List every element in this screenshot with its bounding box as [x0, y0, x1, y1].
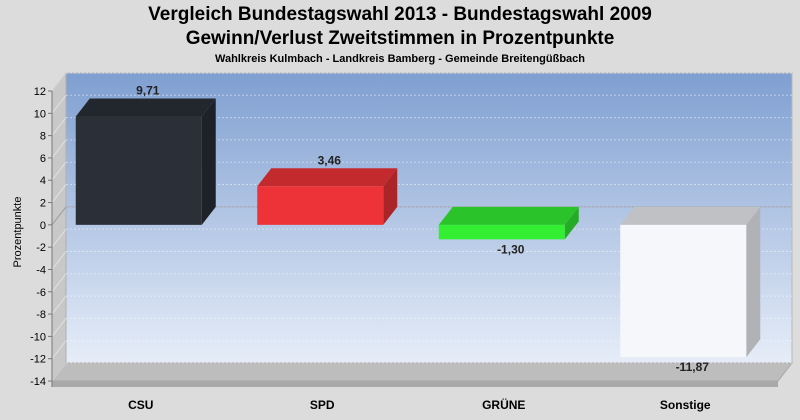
bar-front — [438, 224, 565, 240]
chart-subtitle: Gewinn/Verlust Zweitstimmen in Prozentpu… — [185, 28, 615, 49]
grid-line-side — [51, 72, 67, 92]
bar-sonstige: -11,87 — [620, 206, 761, 374]
x-tick-label: SPD — [310, 398, 335, 412]
chart-subtitle-region: Wahlkreis Kulmbach - Landkreis Bamberg -… — [214, 53, 585, 65]
grid-line-side — [51, 161, 67, 181]
bar-csu: 9,71 — [75, 84, 216, 225]
y-tick-label: 8 — [40, 131, 46, 143]
grid-line-side — [51, 139, 67, 159]
bar-top — [438, 206, 579, 225]
bar-top — [257, 168, 398, 187]
bar-value-label: -11,87 — [676, 360, 710, 374]
y-tick-label: -12 — [30, 354, 46, 366]
bar-front — [257, 186, 384, 225]
zero-line-side — [51, 206, 67, 226]
y-tick-label: -6 — [36, 287, 46, 299]
plot-side-wall — [51, 71, 67, 383]
bar-value-label: 9,71 — [136, 84, 160, 98]
grid-line-side — [51, 362, 67, 382]
grid-line-side — [51, 117, 67, 136]
bar-grüne: -1,30 — [438, 206, 579, 256]
bar-value-label: 3,46 — [318, 153, 342, 167]
bar-side — [383, 168, 398, 225]
grid-line-side — [51, 95, 67, 114]
y-tick-label: 6 — [40, 153, 46, 165]
grid-line-side — [51, 228, 67, 248]
bar-side — [564, 206, 579, 240]
y-tick-label: 2 — [40, 198, 46, 210]
y-tick-label: 12 — [34, 86, 46, 98]
grid-line-side — [51, 295, 67, 315]
bar-side — [746, 206, 761, 358]
bar-value-label: -1,30 — [497, 242, 525, 256]
grid-line-side — [51, 251, 67, 270]
bar-top — [620, 206, 761, 225]
y-tick-label: -4 — [36, 264, 46, 276]
bar-side — [201, 98, 216, 225]
bar-front — [620, 224, 747, 358]
bar-spd: 3,46 — [257, 153, 398, 225]
y-tick-label: 4 — [40, 175, 46, 187]
grid-line-side — [51, 340, 67, 359]
y-tick-label: -10 — [30, 331, 46, 343]
y-tick-label: 0 — [40, 220, 46, 232]
y-tick-label: -14 — [30, 376, 46, 388]
x-tick-label: GRÜNE — [482, 397, 525, 412]
grid-line-side — [51, 273, 67, 293]
grid-line-side — [51, 318, 67, 337]
plot-floor-edge — [52, 381, 778, 387]
chart-title: Vergleich Bundestagswahl 2013 - Bundesta… — [148, 4, 652, 25]
y-axis-label: Prozentpunkte — [12, 197, 24, 268]
y-tick-label: 10 — [34, 108, 46, 120]
x-tick-label: CSU — [128, 398, 153, 412]
y-tick-label: -8 — [36, 309, 46, 321]
x-tick-label: Sonstige — [660, 398, 711, 412]
bar-front — [75, 116, 202, 225]
y-tick-label: -2 — [36, 242, 46, 254]
bar-top — [75, 98, 216, 117]
grid-line-side — [51, 184, 67, 203]
